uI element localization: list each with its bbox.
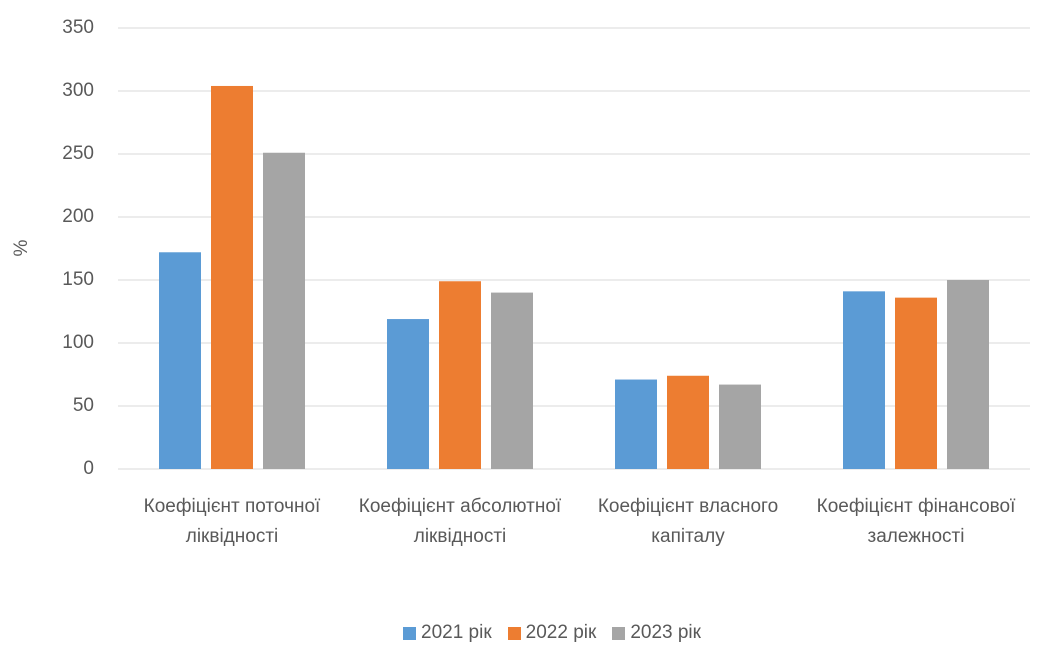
y-axis-label: % — [11, 239, 32, 256]
y-tick-label: 350 — [62, 17, 94, 38]
legend-item: 2021 рік — [403, 622, 492, 644]
y-tick-label: 300 — [62, 80, 94, 101]
bar — [947, 280, 989, 469]
legend-swatch — [403, 626, 416, 640]
legend: 2021 рік 2022 рік 2023 рік — [403, 622, 701, 644]
bar — [667, 375, 709, 469]
bar — [439, 281, 481, 469]
y-tick-label: 200 — [62, 206, 94, 227]
x-tick-label: Коефіцієнт фінансової залежності — [816, 496, 1016, 547]
x-tick-label: Коефіцієнт поточної ліквідності — [143, 496, 321, 547]
bar — [263, 152, 305, 470]
legend-swatch — [507, 626, 521, 640]
y-tick-label: 50 — [73, 395, 94, 416]
bar — [843, 291, 885, 469]
legend-label: 2021 рік — [421, 622, 492, 643]
legend-swatch — [612, 626, 626, 640]
legend-label: 2022 рік — [525, 622, 597, 643]
x-tick-label: Коефіцієнт абсолютної ліквідності — [358, 496, 562, 547]
bar — [491, 292, 533, 469]
bar — [719, 384, 761, 469]
bar — [895, 297, 937, 469]
bar — [159, 252, 201, 469]
y-tick-label: 150 — [62, 269, 94, 290]
bar — [615, 379, 657, 469]
y-tick-label: 0 — [83, 458, 94, 479]
y-tick-label: 250 — [62, 143, 94, 164]
legend-item: 2023 рік — [612, 622, 701, 644]
bar — [387, 319, 429, 469]
legend-item: 2022 рік — [507, 622, 597, 644]
legend-label: 2023 рік — [630, 622, 701, 643]
x-tick-label: Коефіцієнт власного капіталу — [597, 496, 779, 547]
bar — [211, 85, 253, 470]
y-tick-label: 100 — [62, 332, 94, 353]
